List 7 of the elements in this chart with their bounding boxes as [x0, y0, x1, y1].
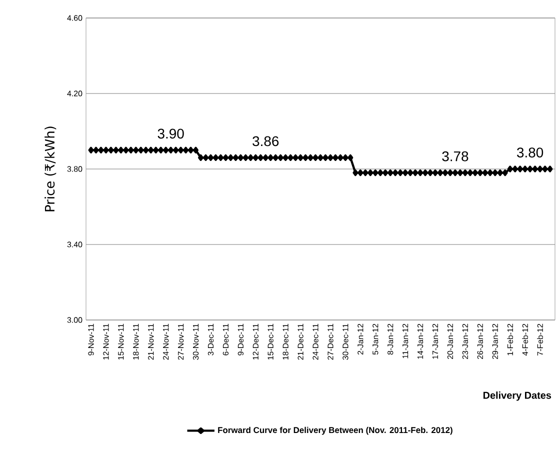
y-axis-title: Price (₹/kWh)	[44, 126, 56, 212]
x-axis-title: Delivery Dates	[483, 392, 552, 401]
annotation: 3.78	[442, 151, 468, 162]
annotation: 3.80	[517, 148, 544, 158]
annotation: 3.86	[252, 136, 279, 146]
annotation: 3.90	[158, 128, 184, 139]
legend-label: Forward Curve for Delivery Between (Nov. 2011-Feb. 2012)	[218, 426, 452, 435]
